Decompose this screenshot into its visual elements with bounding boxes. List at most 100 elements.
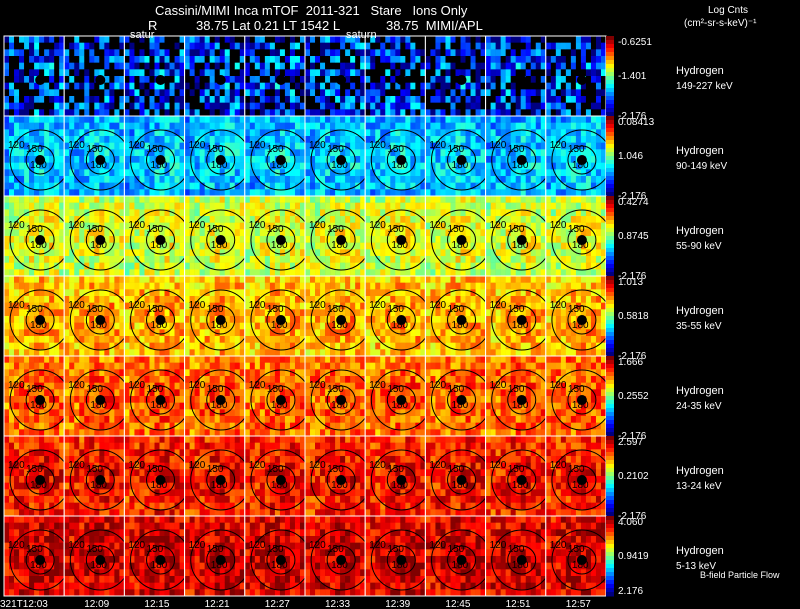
flux-pixel xyxy=(315,169,321,177)
flux-pixel xyxy=(600,156,607,163)
colorbar-segment xyxy=(606,132,614,137)
flux-pixel xyxy=(565,202,572,210)
colorbar-segment xyxy=(606,272,614,277)
flux-pixel xyxy=(495,136,501,143)
flux-pixel xyxy=(299,129,306,137)
flux-pixel xyxy=(485,42,491,50)
flux-pixel xyxy=(345,236,351,243)
flux-pixel xyxy=(34,82,40,90)
empty-pixel xyxy=(39,69,45,77)
flux-pixel xyxy=(350,42,356,50)
flux-pixel xyxy=(470,176,476,183)
flux-pixel xyxy=(480,176,486,183)
flux-pixel xyxy=(14,116,20,123)
flux-pixel xyxy=(370,129,376,137)
flux-pixel xyxy=(570,176,577,183)
flux-pixel xyxy=(320,42,326,50)
flux-pixel xyxy=(350,196,356,203)
flux-pixel xyxy=(264,229,271,237)
flux-pixel xyxy=(194,136,200,143)
flux-pixel xyxy=(254,116,261,123)
flux-pixel xyxy=(375,96,381,103)
flux-pixel xyxy=(455,182,461,190)
flux-pixel xyxy=(149,269,155,277)
flux-pixel xyxy=(565,82,572,90)
flux-pixel xyxy=(199,129,205,137)
flux-pixel xyxy=(199,136,205,143)
flux-pixel xyxy=(19,176,25,183)
flux-pixel xyxy=(495,196,501,203)
flux-pixel xyxy=(375,216,381,223)
flux-pixel xyxy=(9,256,15,263)
flux-pixel xyxy=(525,42,532,50)
flux-pixel xyxy=(174,269,180,277)
flux-pixel xyxy=(355,216,361,223)
flux-pixel xyxy=(520,89,527,97)
flux-pixel xyxy=(174,182,180,190)
flux-pixel xyxy=(600,256,607,263)
flux-pixel xyxy=(294,129,301,137)
empty-pixel xyxy=(370,69,376,77)
flux-pixel xyxy=(44,69,50,77)
flux-pixel xyxy=(154,196,160,203)
flux-pixel xyxy=(219,122,226,130)
flux-pixel xyxy=(475,182,481,190)
flux-pixel xyxy=(44,36,50,43)
flux-pixel xyxy=(124,136,130,143)
flux-pixel xyxy=(144,122,150,130)
flux-pixel xyxy=(14,316,20,323)
empty-pixel xyxy=(219,89,226,97)
colorbar-segment xyxy=(606,116,614,121)
contour-label: 150 xyxy=(86,224,103,235)
flux-pixel xyxy=(550,256,557,263)
flux-pixel xyxy=(465,76,471,83)
flux-pixel xyxy=(390,182,396,190)
flux-pixel xyxy=(475,102,481,110)
empty-pixel xyxy=(570,76,577,83)
flux-pixel xyxy=(134,116,140,123)
flux-pixel xyxy=(330,182,336,190)
flux-pixel xyxy=(395,209,401,217)
flux-pixel xyxy=(9,209,15,217)
flux-pixel xyxy=(410,96,416,103)
flux-pixel xyxy=(94,189,100,197)
flux-pixel xyxy=(154,242,160,250)
flux-pixel xyxy=(189,62,195,70)
empty-pixel xyxy=(284,49,291,57)
flux-pixel xyxy=(465,189,471,197)
flux-pixel xyxy=(194,242,200,250)
colorbar-segment xyxy=(606,268,614,273)
flux-pixel xyxy=(560,162,567,170)
flux-pixel xyxy=(219,209,226,217)
flux-pixel xyxy=(585,229,592,237)
flux-pixel xyxy=(59,182,65,190)
flux-pixel xyxy=(84,42,90,50)
flux-pixel xyxy=(24,102,30,110)
flux-pixel xyxy=(540,169,547,177)
flux-pixel xyxy=(89,242,95,250)
flux-pixel xyxy=(29,342,35,350)
flux-pixel xyxy=(410,236,416,243)
flux-pixel xyxy=(9,329,15,337)
flux-pixel xyxy=(595,202,602,210)
flux-pixel xyxy=(425,196,431,203)
flux-pixel xyxy=(24,302,30,310)
flux-pixel xyxy=(310,222,316,230)
flux-pixel xyxy=(480,202,486,210)
empty-pixel xyxy=(550,69,557,77)
flux-pixel xyxy=(525,36,532,43)
flux-pixel xyxy=(259,182,266,190)
flux-pixel xyxy=(144,276,150,283)
flux-pixel xyxy=(440,176,446,183)
colorbar-segment xyxy=(606,112,614,117)
flux-pixel xyxy=(555,96,562,103)
flux-pixel xyxy=(465,216,471,223)
flux-pixel xyxy=(74,262,80,270)
flux-pixel xyxy=(365,49,371,57)
flux-pixel xyxy=(485,222,491,230)
flux-pixel xyxy=(249,182,256,190)
flux-pixel xyxy=(249,176,256,183)
flux-pixel xyxy=(385,269,391,277)
flux-pixel xyxy=(410,142,416,150)
contour-label: 120 xyxy=(309,140,326,151)
